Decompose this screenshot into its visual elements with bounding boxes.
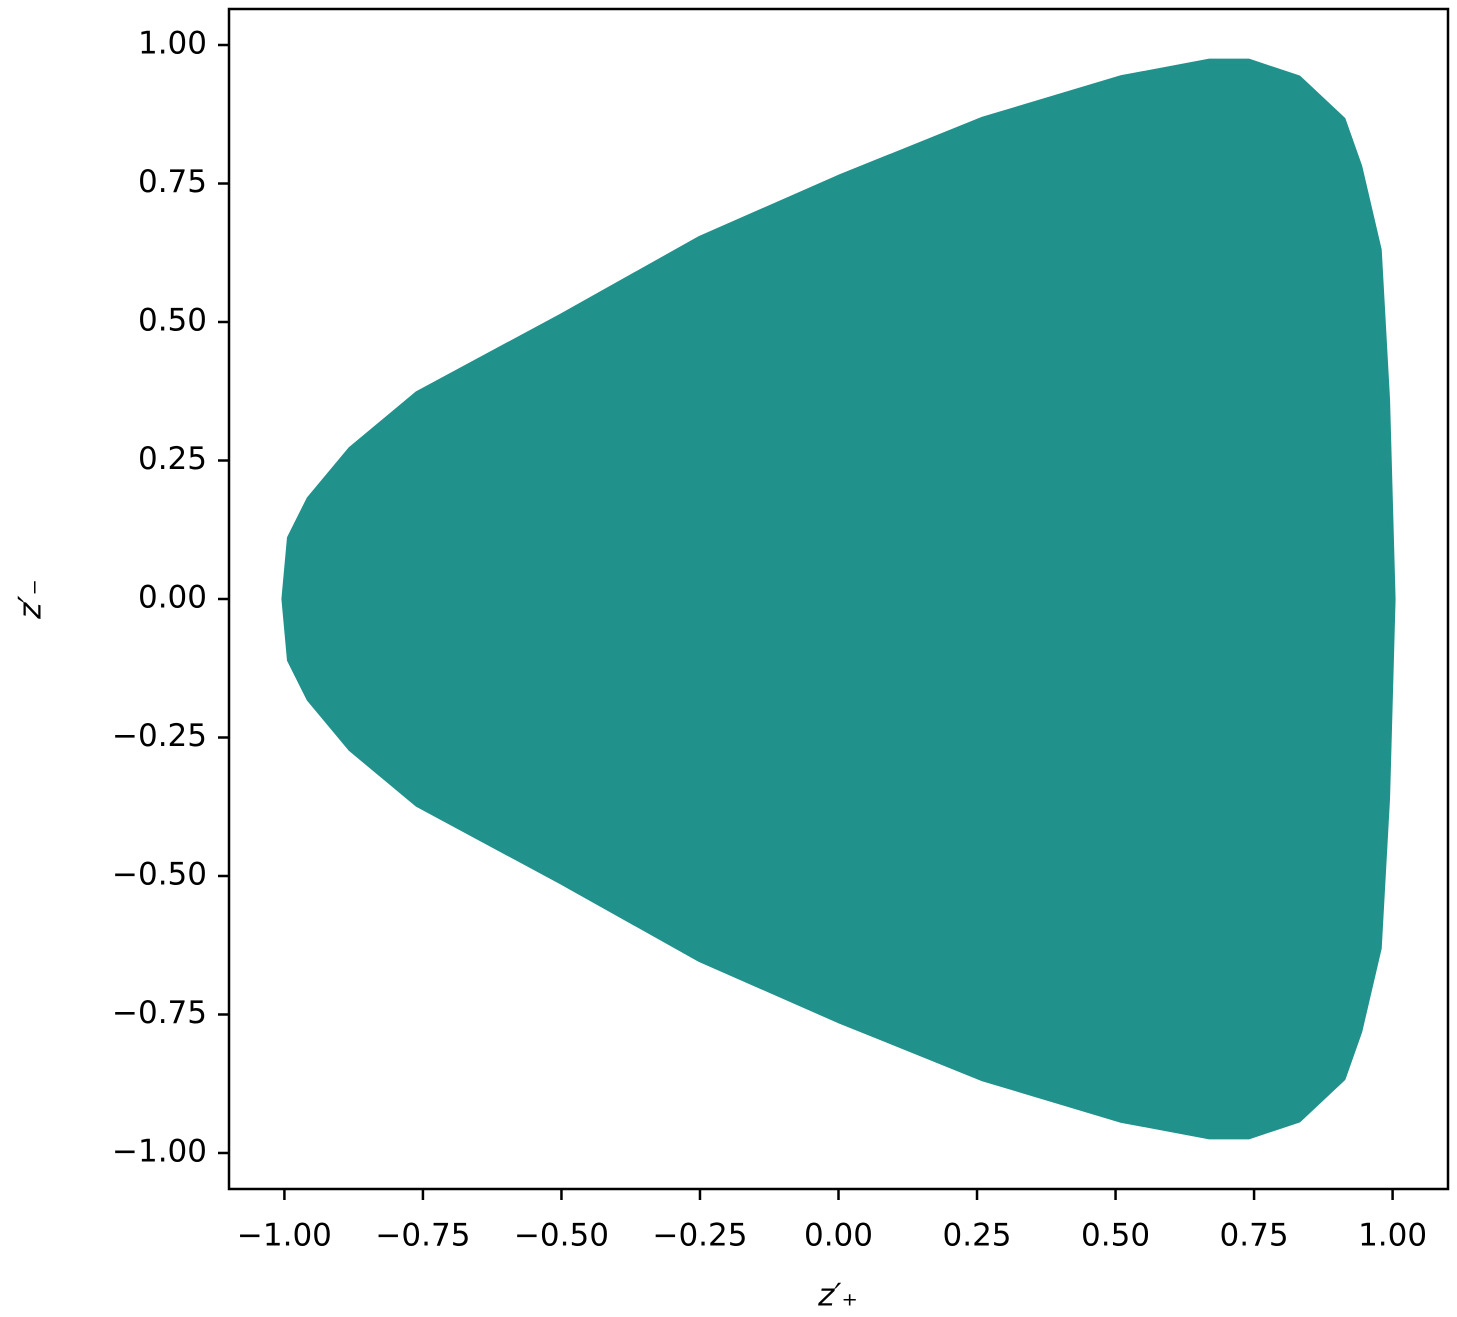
- y-tick-label: 0.75: [138, 164, 207, 200]
- x-tick-label: 0.25: [943, 1218, 1012, 1254]
- y-tick-label: 0.25: [138, 441, 207, 477]
- x-tick-label: −0.50: [514, 1218, 609, 1254]
- y-tick-label: −1.00: [112, 1133, 207, 1169]
- y-tick-label: 1.00: [138, 26, 207, 62]
- y-tick-label: −0.25: [112, 718, 207, 754]
- y-tick-label: −0.75: [112, 995, 207, 1031]
- x-tick-label: −0.25: [652, 1218, 747, 1254]
- x-tick-label: 0.50: [1081, 1218, 1150, 1254]
- x-tick-label: 0.75: [1220, 1218, 1289, 1254]
- y-axis-label: z′₋: [13, 579, 49, 620]
- y-tick-label: −0.50: [112, 856, 207, 892]
- y-tick-label: 0.50: [138, 303, 207, 339]
- x-tick-label: −1.00: [237, 1218, 332, 1254]
- y-tick-label: 0.00: [138, 580, 207, 616]
- x-axis-label: z′₊: [817, 1278, 858, 1314]
- filled-region: [281, 58, 1396, 1140]
- x-tick-label: −0.75: [375, 1218, 470, 1254]
- x-tick-label: 1.00: [1358, 1218, 1427, 1254]
- x-tick-label: 0.00: [804, 1218, 873, 1254]
